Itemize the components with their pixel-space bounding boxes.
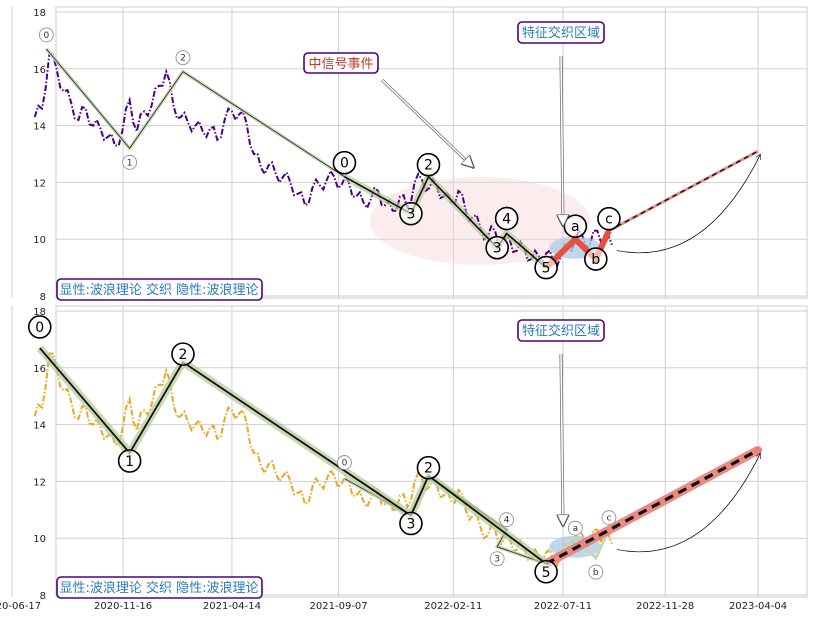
wave-label-small: 3 [494, 555, 500, 565]
signal-arrow [381, 79, 472, 166]
wave-label-big: 3 [493, 241, 502, 257]
wave-label-small: 4 [504, 516, 510, 526]
x-tick-label: 2020-11-16 [94, 601, 152, 612]
top-panel: 81012141618012032435abc中信号事件特征交织区域显性:波浪理… [11, 6, 808, 303]
wave-label-small: 2 [180, 54, 186, 64]
wave-marker-small [175, 50, 191, 66]
wave-marker-big [494, 206, 519, 231]
wave-marker-big [416, 152, 441, 177]
y-tick-label: 10 [33, 235, 46, 246]
wave-marker-small [337, 455, 352, 470]
wave-label-big: 4 [502, 212, 511, 228]
y-tick-label: 14 [33, 122, 46, 133]
y-tick-label: 18 [33, 8, 46, 19]
legend-box [56, 576, 263, 599]
wave-label-big: 2 [424, 158, 433, 174]
wave-label-big: 5 [542, 565, 551, 581]
wave-label-small: c [606, 514, 611, 524]
x-tick-label: 2022-07-11 [534, 601, 592, 612]
wave-marker-small [601, 510, 617, 526]
projection-line [608, 150, 759, 232]
signal-event-box [303, 52, 379, 74]
price-series [33, 53, 613, 269]
projection-end-dot [754, 446, 762, 455]
projection-line [545, 448, 759, 566]
wave-label-big: 3 [406, 207, 415, 223]
zone-arrow [561, 353, 563, 524]
wave-label-small: 1 [127, 158, 133, 168]
wave-label-big: 1 [125, 454, 134, 470]
x-tick-label: 2022-11-28 [636, 601, 694, 612]
zone-box [517, 21, 605, 44]
wave-label-small: b [593, 568, 599, 578]
legend-label: 显性:波浪理论 交织 隐性:波浪理论 [59, 282, 258, 298]
bottom-panel: 810121416182020-06-172020-11-162021-04-1… [0, 305, 808, 612]
zone-label: 特征交织区域 [522, 25, 600, 41]
wave-marker-big [416, 455, 441, 480]
y-tick-label: 14 [33, 421, 46, 432]
wave-label-big: 2 [424, 461, 433, 477]
y-tick-label: 12 [33, 178, 46, 189]
x-tick-label: 2021-09-07 [310, 601, 368, 612]
wave-marker-small [489, 551, 505, 567]
wave-marker-big [534, 559, 558, 584]
y-tick-label: 16 [33, 65, 46, 76]
wave-thick-line [344, 175, 547, 269]
projection-arc-arrow [616, 454, 760, 553]
y-tick-label: 18 [33, 307, 46, 318]
wave-marker-big [485, 235, 509, 260]
wave-label-small: a [573, 524, 579, 534]
legend-box [56, 278, 263, 301]
wave-marker-big [534, 255, 558, 280]
wave-marker-big [399, 201, 423, 226]
x-tick-label: 2021-04-14 [203, 601, 261, 612]
signal-zone-ellipse [370, 177, 590, 265]
wave-label-big: 3 [406, 516, 415, 532]
wave-label-big: 0 [35, 320, 44, 336]
wave-marker-big [117, 449, 142, 473]
wave-label-big: a [571, 219, 580, 235]
wave-marker-big [399, 511, 423, 536]
wave-label-big: b [591, 252, 600, 268]
wave-label-small: 0 [342, 459, 348, 469]
signal-event-label: 中信号事件 [308, 57, 373, 72]
wave-label-small: 0 [43, 31, 49, 41]
x-tick-label: 2020-06-17 [0, 601, 41, 612]
x-tick-label: 2022-02-11 [424, 601, 482, 612]
wave-marker-big [597, 206, 621, 231]
wave-label-big: 0 [340, 156, 349, 172]
abc-wave-highlight [544, 229, 612, 270]
wave-marker-small [499, 512, 515, 528]
zone-arrow [561, 55, 563, 224]
y-tick-label: 16 [33, 364, 46, 375]
wave-thin-line [46, 48, 345, 178]
legend-label: 显性:波浪理论 交织 隐性:波浪理论 [59, 580, 258, 596]
y-tick-label: 10 [33, 534, 46, 545]
wave-marker-small [567, 520, 583, 536]
wave-marker-small [588, 564, 604, 580]
price-series [33, 352, 613, 568]
projection-arc-arrow [616, 155, 760, 254]
wave-label-big: c [605, 212, 613, 228]
zone-label: 特征交织区域 [522, 323, 600, 339]
wave-marker-big [171, 342, 195, 366]
zone-box [517, 319, 605, 342]
wave-marker-big [27, 315, 52, 339]
y-tick-label: 8 [40, 591, 46, 602]
y-tick-label: 8 [40, 292, 46, 303]
x-tick-label: 2023-04-04 [729, 601, 787, 612]
y-tick-label: 12 [33, 477, 46, 488]
plot-frame [55, 305, 808, 598]
wave-marker-small [122, 154, 138, 170]
wave-label-big: 5 [542, 261, 551, 277]
wave-thick-line [39, 347, 547, 565]
wave-marker-big [332, 150, 357, 175]
wave-label-big: 2 [179, 347, 188, 363]
wave-marker-small [38, 27, 54, 43]
wave-marker-big [583, 247, 608, 271]
